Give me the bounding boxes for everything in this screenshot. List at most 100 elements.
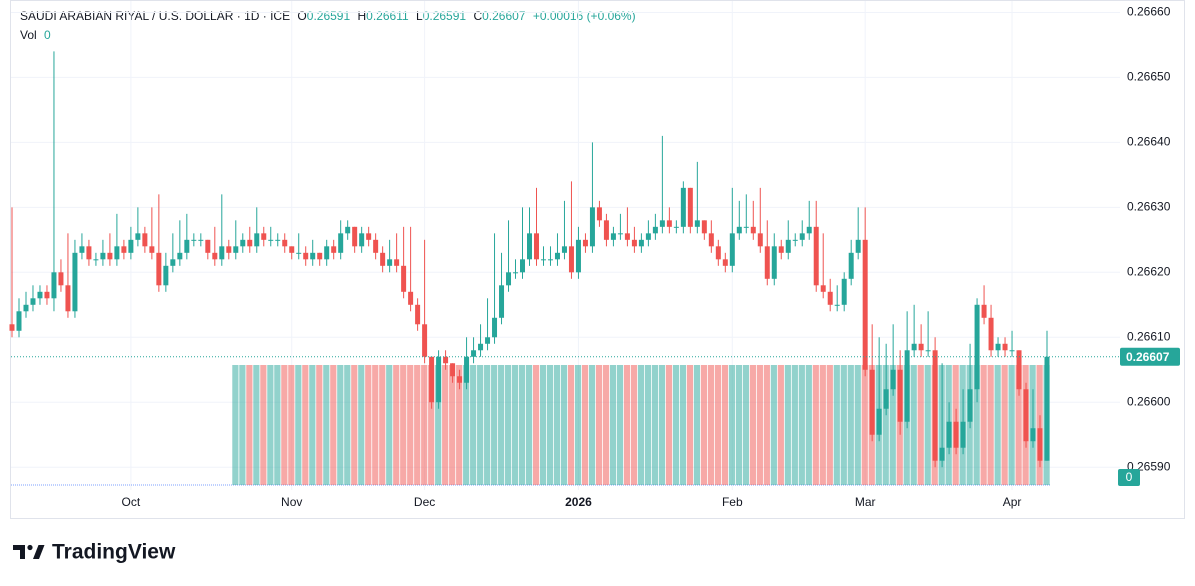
volume-bar — [512, 365, 519, 485]
last-price-tag — [1120, 347, 1180, 366]
candle-body — [478, 343, 484, 351]
volume-bar — [309, 365, 316, 485]
candle-body — [408, 291, 414, 305]
candle-body — [1030, 428, 1036, 442]
volume-bar — [288, 365, 295, 485]
volume-bar — [602, 365, 610, 485]
y-tick-label: 0.26610 — [1127, 329, 1171, 343]
candle-body — [240, 239, 246, 247]
candle-body — [855, 239, 861, 253]
volume-bar — [372, 365, 379, 485]
volume-bar — [679, 365, 687, 485]
volume-bar — [337, 365, 344, 485]
candle-body — [170, 259, 176, 266]
volume-bar — [784, 365, 791, 485]
candle-body — [9, 324, 15, 331]
volume-bar — [658, 365, 666, 485]
volume-bar — [344, 365, 351, 485]
candle-body — [638, 239, 644, 247]
candle-body — [715, 246, 721, 260]
candle-body — [268, 239, 274, 241]
volume-bar — [456, 365, 463, 485]
x-tick-label: 2026 — [565, 495, 592, 509]
volume-bar — [351, 365, 358, 485]
volume-bar — [449, 365, 456, 485]
candle-body — [547, 259, 553, 261]
candle-body — [1037, 428, 1043, 461]
candle-body — [624, 233, 630, 240]
candle-body — [631, 239, 637, 247]
candle-body — [841, 278, 847, 305]
candle-body — [79, 246, 85, 253]
candle-body — [575, 239, 581, 273]
volume-label: Vol — [20, 28, 37, 42]
candle-body — [554, 252, 560, 260]
volume-bar — [749, 365, 756, 485]
candle-body — [233, 246, 239, 253]
candle-body — [806, 226, 812, 234]
volume-bar — [595, 365, 603, 485]
logo-mark — [13, 545, 25, 559]
candle-body — [310, 252, 316, 260]
volume-bar — [742, 365, 749, 485]
volume-bar — [358, 365, 365, 485]
candle-body — [401, 265, 407, 292]
candle-body — [121, 246, 127, 253]
y-tick-label: 0.26600 — [1127, 394, 1171, 408]
candle-body — [492, 317, 498, 338]
candle-body — [827, 291, 833, 305]
candle-body — [1016, 350, 1022, 390]
volume-bar — [861, 365, 868, 485]
candle-body — [869, 369, 875, 435]
volume-bar — [819, 365, 826, 485]
candle-body — [429, 356, 435, 403]
volume-bar — [567, 365, 575, 485]
candle-body — [317, 252, 323, 260]
candle-body — [219, 246, 225, 260]
volume-bar — [840, 365, 847, 485]
volume-bar — [553, 365, 561, 485]
candle-body — [135, 233, 141, 240]
candle-body — [1009, 350, 1015, 352]
volume-bar — [847, 365, 854, 485]
candle-body — [904, 350, 910, 422]
volume-bar — [763, 365, 770, 485]
candle-body — [93, 259, 99, 261]
volume-bar — [232, 365, 239, 485]
candle-body — [792, 239, 798, 241]
candle-body — [771, 246, 777, 279]
candle-body — [191, 239, 197, 241]
volume-bar — [973, 365, 980, 485]
candle-body — [205, 239, 211, 253]
volume-value: 0 — [44, 28, 51, 42]
candle-body — [645, 233, 651, 240]
candle-body — [289, 246, 295, 253]
candle-body — [107, 252, 113, 260]
candle-body — [51, 272, 57, 299]
candle-body — [533, 233, 539, 260]
volume-bar — [239, 365, 246, 485]
candle-body — [603, 220, 609, 240]
candle-body — [757, 233, 763, 247]
high-value: 0.26611 — [366, 9, 409, 23]
y-tick-label: 0.26660 — [1127, 5, 1171, 19]
volume-bar — [560, 365, 568, 485]
candle-body — [540, 259, 546, 261]
volume-bar — [889, 365, 896, 485]
volume-legend: Vol 0 — [20, 28, 51, 42]
volume-bar — [1008, 365, 1015, 485]
candle-body — [974, 304, 980, 390]
volume-bar — [917, 365, 924, 485]
candle-body — [960, 421, 966, 448]
candle-body — [198, 239, 204, 241]
candle-body — [352, 226, 358, 247]
candle-body — [694, 220, 700, 227]
open-value: 0.26591 — [307, 9, 351, 23]
candle-body — [883, 389, 889, 409]
candle-body — [373, 239, 379, 253]
volume-bar — [686, 365, 694, 485]
candle-body — [981, 304, 987, 318]
candle-body — [568, 246, 574, 273]
volume-bar — [980, 365, 987, 485]
brand-name: TradingView — [52, 541, 176, 564]
